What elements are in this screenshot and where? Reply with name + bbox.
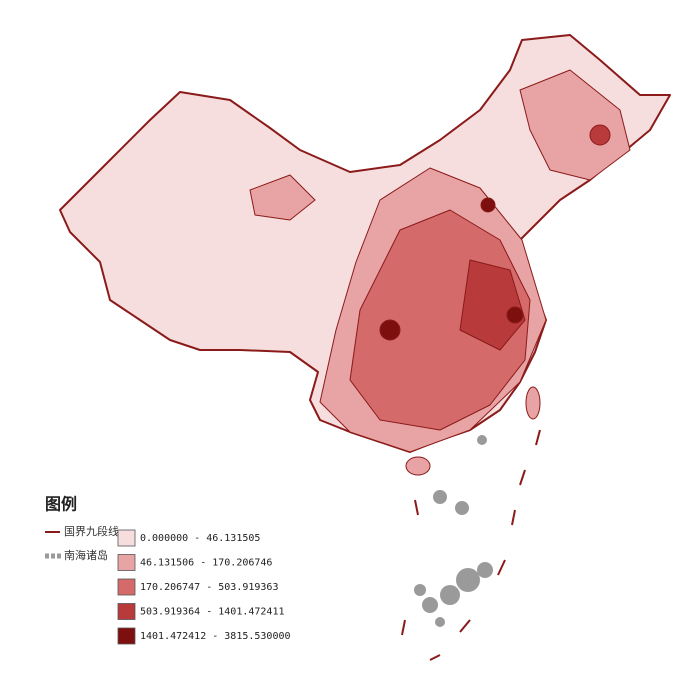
island (433, 490, 447, 504)
island (477, 562, 493, 578)
region-hot (480, 197, 496, 213)
legend-line-label: 国界九段线 (64, 524, 119, 538)
legend-class-label: 0.000000 - 46.131505 (140, 533, 260, 544)
island (422, 597, 438, 613)
hainan (405, 456, 431, 476)
island (414, 584, 426, 596)
legend-class-label: 1401.472412 - 3815.530000 (140, 631, 291, 642)
island (477, 435, 487, 445)
dash (497, 559, 506, 576)
region-hot (506, 306, 524, 324)
island (456, 568, 480, 592)
dash (519, 469, 526, 486)
dash (401, 619, 406, 636)
legend-swatch (117, 603, 136, 620)
legend-class-label: 46.131506 - 170.206746 (140, 558, 272, 569)
dash (511, 509, 516, 526)
legend-swatch (117, 529, 136, 547)
region-west (249, 174, 316, 221)
legend-line-label: 南海诸岛 (64, 548, 108, 562)
island (440, 585, 460, 605)
legend-title: 图例 (45, 495, 77, 514)
island (455, 501, 469, 515)
map (59, 34, 671, 476)
south-sea-islands (414, 435, 493, 627)
legend-class-label: 503.919364 - 1401.472411 (140, 607, 285, 618)
region-hot (379, 319, 401, 341)
legend-swatch (117, 627, 136, 645)
dash (459, 619, 471, 633)
legend-swatch (117, 554, 136, 571)
taiwan (525, 386, 541, 420)
dash (414, 499, 419, 516)
legend-swatch (117, 578, 136, 596)
legend-class-label: 170.206747 - 503.919363 (140, 582, 278, 593)
region-northeast (519, 69, 631, 181)
region-hot (459, 259, 526, 351)
region-hot (589, 124, 611, 146)
dash (429, 654, 441, 661)
nine-dash-line (401, 429, 541, 661)
island (435, 617, 445, 627)
dash (535, 429, 541, 446)
